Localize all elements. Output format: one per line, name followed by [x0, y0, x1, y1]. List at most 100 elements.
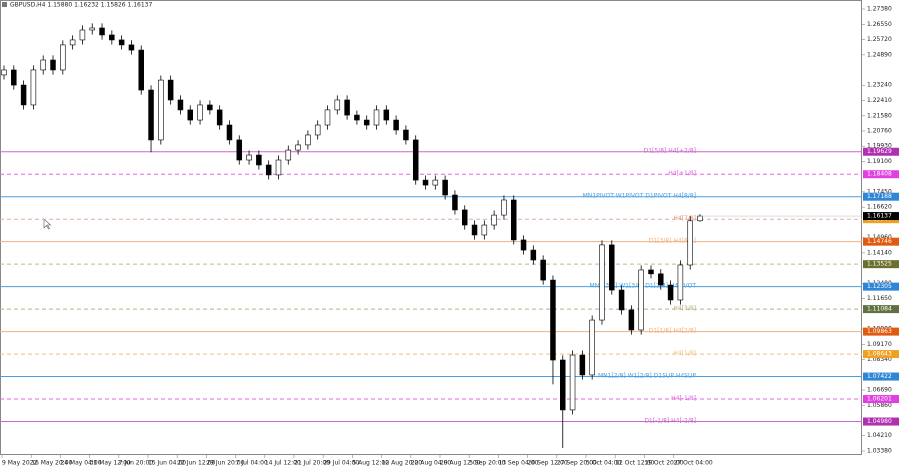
- candle-body: [265, 164, 272, 176]
- candle-body: [118, 39, 125, 46]
- candle-body: [256, 154, 262, 166]
- candle-body: [246, 154, 252, 161]
- x-tick-label: 13 Sep 04:00: [498, 460, 538, 467]
- candle-body: [618, 289, 625, 311]
- candle-body: [1, 69, 7, 76]
- candle-body: [471, 224, 478, 236]
- level-label: MN1PIVOT W1PIVOT D1PIVOT H4[8/8]: [583, 193, 696, 200]
- x-tick-label: 22 Jun 12:00: [177, 460, 215, 467]
- plot-area: [0, 0, 862, 455]
- candle-body: [569, 354, 576, 411]
- level-label: MN1[2/8] W1[2/8] D1SUP H4SUP: [598, 373, 696, 380]
- candle-body: [60, 44, 66, 71]
- level-tag-label: 1.09863: [867, 328, 892, 335]
- chart-title: GBPUSD,H4 1.15880 1.16232 1.15826 1.1613…: [10, 2, 152, 9]
- candle-body: [510, 199, 517, 241]
- y-tick-label: 1.17450: [867, 188, 892, 195]
- level-tag: [863, 327, 899, 336]
- candle-body: [285, 149, 292, 161]
- candle-body: [658, 273, 664, 286]
- x-tick-label: 7 Jun 20:00: [119, 460, 153, 467]
- level-tag: [863, 282, 899, 291]
- x-tick-label: 5 Oct 04:00: [586, 460, 621, 467]
- level-label: H4[7/8]: [673, 215, 696, 222]
- y-tick-label: 1.19930: [867, 143, 892, 150]
- candle-body: [628, 309, 635, 331]
- x-tick-label: 9 May 2022: [2, 460, 37, 467]
- level-label: H4[-1/8]: [671, 395, 696, 402]
- candle-body: [167, 79, 174, 101]
- level-tag: [863, 372, 899, 381]
- candle-body: [638, 269, 644, 331]
- level-tag: [863, 170, 899, 179]
- candle-body: [540, 259, 546, 281]
- level-tag-label: 1.17188: [867, 193, 892, 200]
- candle-body: [354, 114, 360, 121]
- y-tick-label: 1.03380: [867, 448, 892, 455]
- candle-body: [432, 179, 439, 186]
- level-tag-label: 1.13525: [867, 261, 892, 268]
- mouse-cursor: [43, 218, 52, 230]
- current-price-tag: [863, 212, 899, 221]
- candle-body: [79, 29, 86, 41]
- level-label: D1[3/8] H4[6/8]: [649, 238, 696, 245]
- level-tag-label: 1.12305: [867, 283, 892, 290]
- candle-body: [697, 215, 703, 222]
- y-tick-label: 1.11650: [867, 295, 892, 302]
- candle-body: [589, 319, 595, 376]
- level-tag-label: 1.04980: [867, 418, 892, 425]
- level-label: H4[1/8]: [673, 350, 696, 357]
- candle-body: [275, 159, 282, 176]
- level-tag: [863, 147, 899, 156]
- level-tag-label: 1.11084: [867, 306, 892, 313]
- level-tag-label: 1.08643: [867, 351, 892, 358]
- candle-body: [40, 59, 46, 71]
- candle-body: [99, 27, 105, 36]
- candle-body: [197, 104, 203, 121]
- menu-icon: [2, 2, 7, 7]
- y-tick-label: 1.08340: [867, 356, 892, 363]
- x-tick-label: 7 Jul 04:00: [236, 460, 268, 467]
- x-tick-label: 12 Oct 12:00: [615, 460, 654, 467]
- y-tick-label: 1.20760: [867, 127, 892, 134]
- candle-body: [216, 109, 223, 126]
- candle-body: [314, 124, 321, 136]
- candle-body: [187, 109, 194, 121]
- y-tick-label: 1.27380: [867, 6, 892, 13]
- candle-body: [520, 239, 527, 251]
- level-tag-label: 1.06201: [867, 396, 892, 403]
- x-tick-label: 24 May 04:00: [60, 460, 101, 467]
- level-tag-label: 1.19629: [867, 148, 892, 155]
- level-tag: [863, 192, 899, 201]
- candle-body: [403, 129, 409, 141]
- candle-body: [609, 244, 615, 291]
- candle-body: [177, 99, 184, 111]
- x-tick-label: 29 Jul 04:00: [323, 460, 359, 467]
- y-tick-label: 1.09170: [867, 341, 892, 348]
- candle-body: [158, 79, 164, 141]
- y-tick-label: 1.22410: [867, 97, 892, 104]
- y-tick-label: 1.14140: [867, 249, 892, 256]
- candle-body: [579, 354, 586, 376]
- x-tick-label: 29 Aug 12:00: [440, 460, 481, 467]
- candle-body: [50, 59, 56, 71]
- candle-body: [550, 279, 556, 361]
- y-tick-label: 1.19100: [867, 158, 892, 165]
- candle-body: [109, 34, 115, 41]
- candle-body: [11, 69, 17, 86]
- candle-body: [560, 359, 566, 411]
- x-tick-label: 19 Oct 20:00: [644, 460, 683, 467]
- y-tick-label: 1.05860: [867, 402, 892, 409]
- level-label: H4[+1/8]: [668, 170, 696, 177]
- level-tag: [863, 395, 899, 404]
- candle-body: [599, 244, 605, 321]
- candle-body: [128, 44, 135, 51]
- candle-body: [363, 119, 370, 126]
- candle-body: [305, 134, 311, 146]
- level-label: H4[3/8]: [673, 305, 696, 312]
- candle-body: [30, 69, 37, 106]
- candle-body: [501, 199, 507, 216]
- x-tick-label: 27 Sep 20:00: [557, 460, 597, 467]
- candle-body: [69, 39, 76, 46]
